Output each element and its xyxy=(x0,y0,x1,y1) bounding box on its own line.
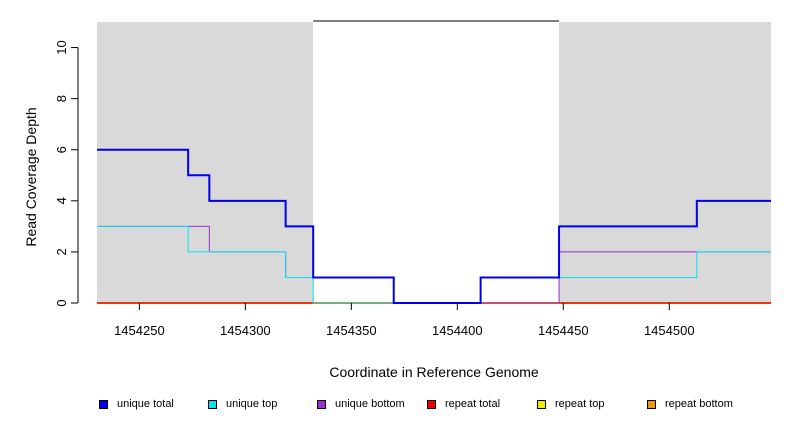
y-tick-label-5: 10 xyxy=(54,40,69,54)
legend-item-repeat-top: repeat top xyxy=(537,398,605,410)
legend-label: unique bottom xyxy=(335,398,405,410)
legend-item-unique-top: unique top xyxy=(208,398,277,410)
legend-item-unique-bottom: unique bottom xyxy=(317,398,405,410)
legend-swatch xyxy=(537,399,546,409)
legend-label: unique total xyxy=(117,398,174,410)
y-tick-label-3: 6 xyxy=(54,146,69,153)
y-tick-label-2: 4 xyxy=(54,197,69,204)
legend-swatch xyxy=(317,399,326,409)
legend-label: repeat total xyxy=(445,398,501,410)
axes: 0 2 4 6 8 10 1454250 1454300 1454350 1454400 14544… xyxy=(54,40,695,338)
y-tick-label-4: 8 xyxy=(54,95,69,102)
legend-item-repeat-bottom: repeat bottom xyxy=(647,398,733,410)
legend: unique total unique top unique bottom repea… xyxy=(0,398,792,418)
legend-swatch xyxy=(99,399,108,409)
y-tick-label-0: 0 xyxy=(54,299,69,306)
series-unique-top xyxy=(97,225,771,304)
legend-swatch xyxy=(647,399,656,409)
x-tick-label-0: 1454250 xyxy=(114,323,165,338)
legend-label: repeat top xyxy=(555,398,605,410)
shaded-regions xyxy=(97,22,771,303)
x-axis-label: Coordinate in Reference Genome xyxy=(329,364,539,380)
legend-label: unique top xyxy=(226,398,278,410)
shaded-region-0 xyxy=(97,22,314,303)
legend-swatch xyxy=(208,399,217,409)
legend-item-unique-total: unique total xyxy=(99,398,174,410)
y-tick-label-1: 2 xyxy=(54,248,69,255)
series-layer xyxy=(97,148,771,304)
x-tick-label-3: 1454400 xyxy=(432,323,483,338)
x-tick-label-4: 1454450 xyxy=(538,323,589,338)
legend-item-repeat-total: repeat total xyxy=(427,398,500,410)
legend-swatch xyxy=(427,399,436,409)
x-tick-label-1: 1454300 xyxy=(220,323,271,338)
series-unique-total xyxy=(97,148,771,304)
x-tick-label-2: 1454350 xyxy=(326,323,377,338)
shaded-region-1 xyxy=(559,22,771,303)
legend-label: repeat bottom xyxy=(665,398,733,410)
x-tick-label-5: 1454500 xyxy=(644,323,695,338)
y-axis-label: Read Coverage Depth xyxy=(23,107,39,246)
